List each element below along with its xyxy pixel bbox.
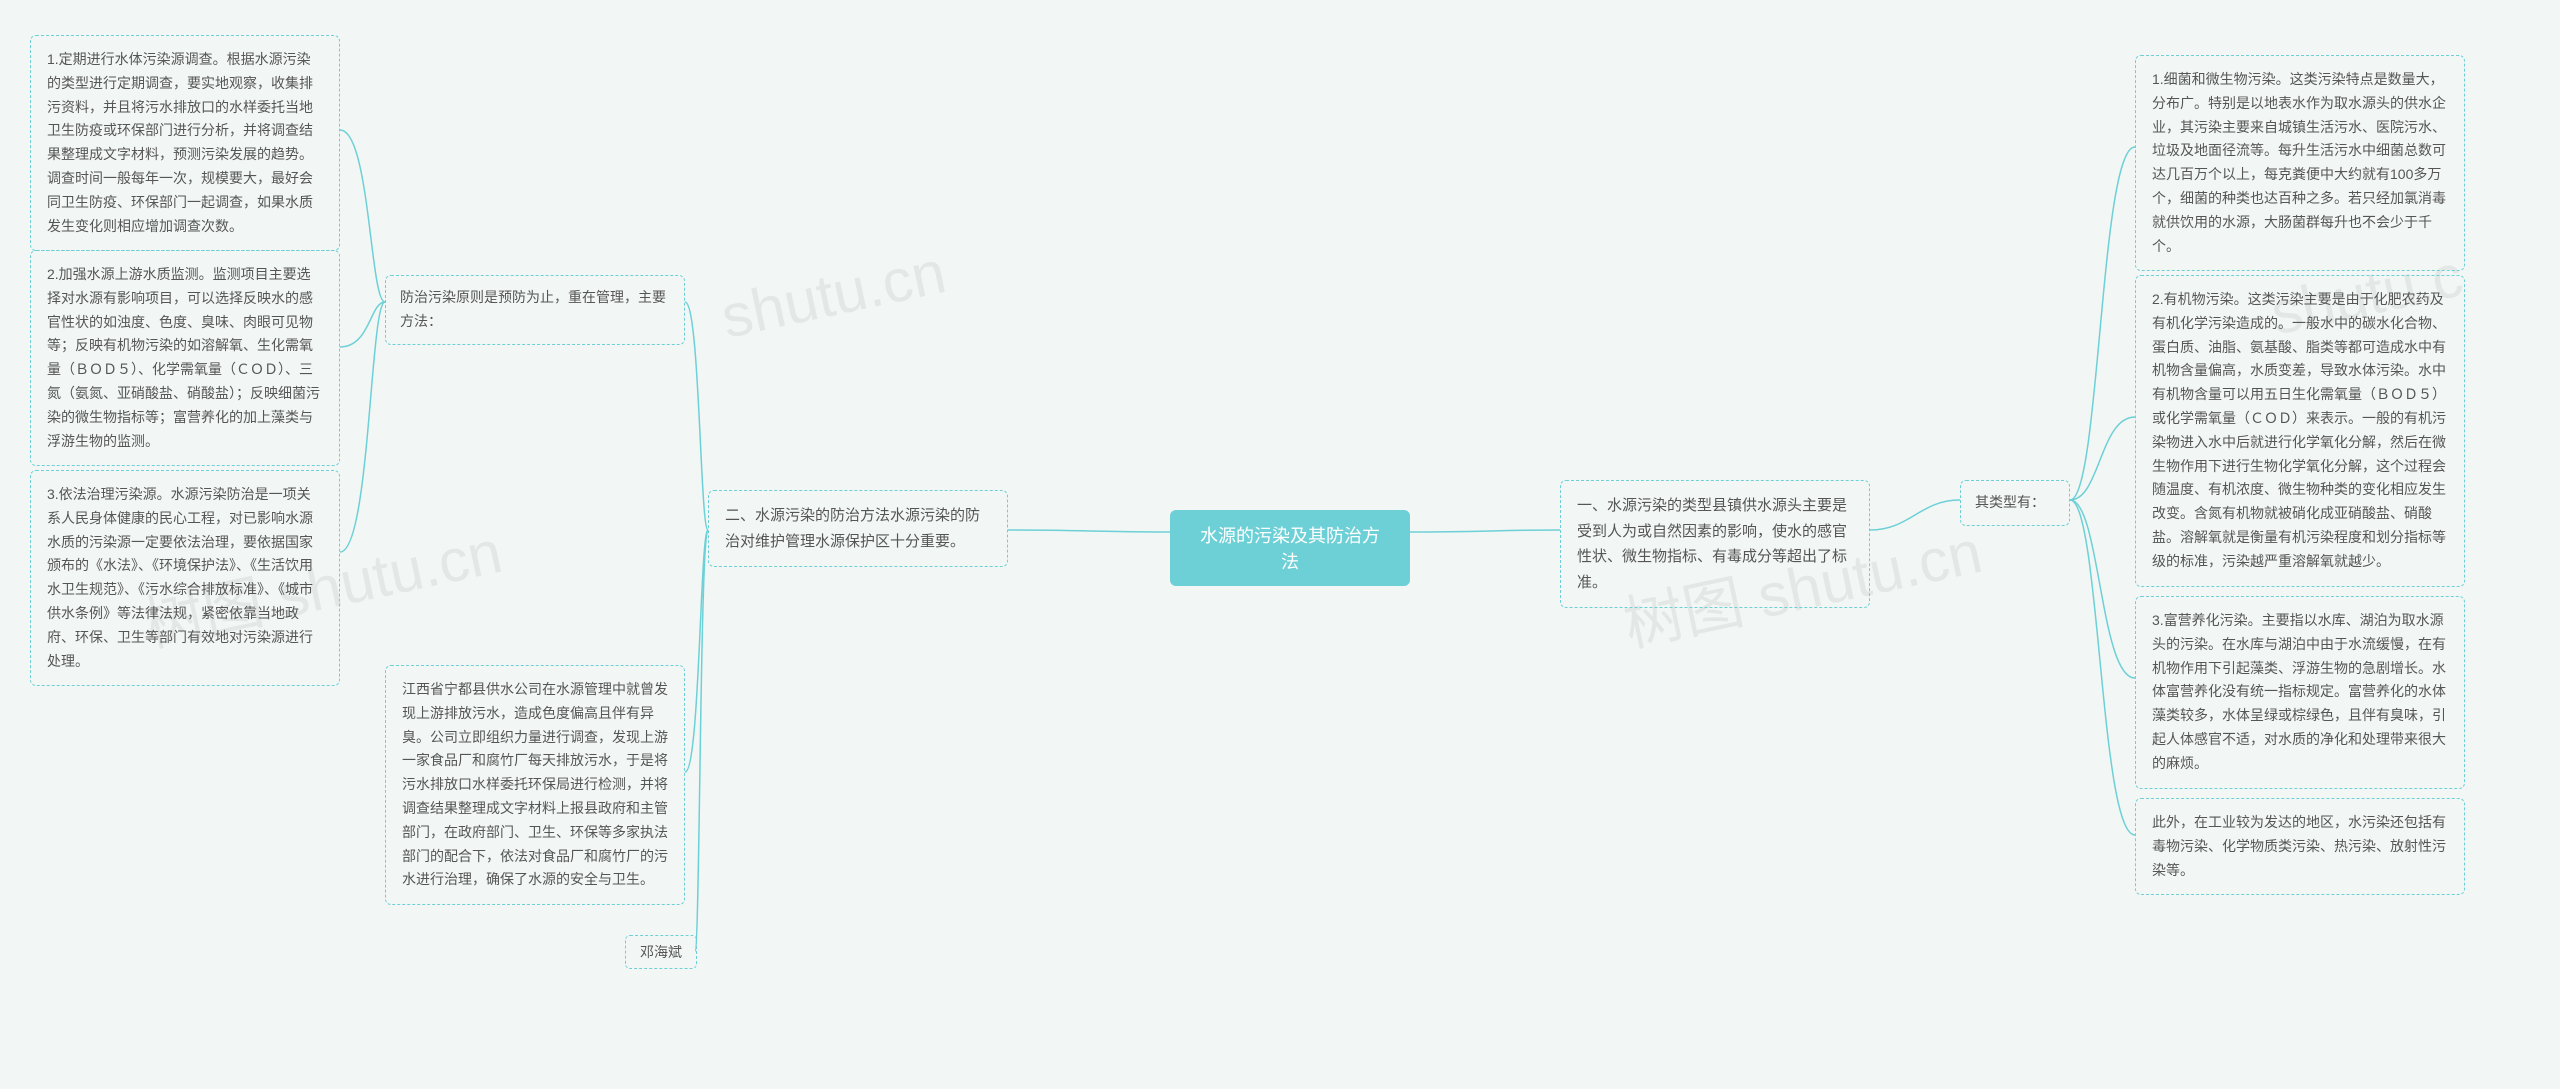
sub-left-methods: 防治污染原则是预防为止，重在管理，主要方法：	[385, 275, 685, 345]
branch-left-2: 二、水源污染的防治方法水源污染的防治对维护管理水源保护区十分重要。	[708, 490, 1008, 567]
sub-left-example: 江西省宁都县供水公司在水源管理中就曾发现上游排放污水，造成色度偏高且伴有异臭。公…	[385, 665, 685, 905]
center-topic: 水源的污染及其防治方法	[1170, 510, 1410, 586]
leaf-left-2: 2.加强水源上游水质监测。监测项目主要选择对水源有影响项目，可以选择反映水的感官…	[30, 250, 340, 466]
watermark: shutu.cn	[715, 237, 951, 352]
leaf-left-1: 1.定期进行水体污染源调查。根据水源污染的类型进行定期调查，要实地观察，收集排污…	[30, 35, 340, 251]
sub-right-types: 其类型有：	[1960, 480, 2070, 526]
leaf-right-4: 此外，在工业较为发达的地区，水污染还包括有毒物污染、化学物质类污染、热污染、放射…	[2135, 798, 2465, 895]
leaf-right-1: 1.细菌和微生物污染。这类污染特点是数量大，分布广。特别是以地表水作为取水源头的…	[2135, 55, 2465, 271]
leaf-left-3: 3.依法治理污染源。水源污染防治是一项关系人民身体健康的民心工程，对已影响水源水…	[30, 470, 340, 686]
leaf-right-2: 2.有机物污染。这类污染主要是由于化肥农药及有机化学污染造成的。一般水中的碳水化…	[2135, 275, 2465, 587]
sub-left-author: 邓海斌	[625, 935, 697, 969]
branch-right-1: 一、水源污染的类型县镇供水源头主要是受到人为或自然因素的影响，使水的感官性状、微…	[1560, 480, 1870, 608]
leaf-right-3: 3.富营养化污染。主要指以水库、湖泊为取水源头的污染。在水库与湖泊中由于水流缓慢…	[2135, 596, 2465, 789]
